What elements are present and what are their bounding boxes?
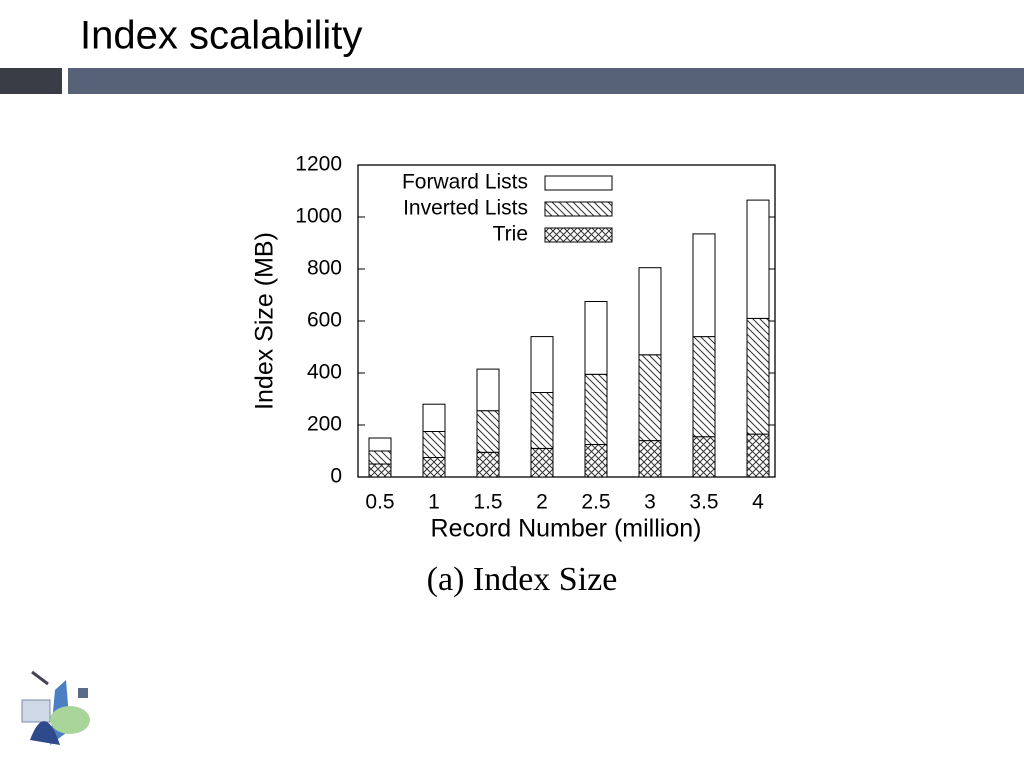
bar-segment bbox=[422, 457, 446, 478]
bar-segment bbox=[746, 317, 770, 435]
bar-segment bbox=[476, 451, 500, 478]
bar-segment bbox=[692, 336, 716, 438]
x-axis-label: Record Number (million) bbox=[431, 515, 702, 543]
bar-segment bbox=[368, 463, 392, 478]
y-tick-label: 0 bbox=[330, 465, 342, 488]
x-tick-label: 0.5 bbox=[365, 491, 394, 514]
legend-swatch bbox=[544, 227, 613, 243]
bar-segment bbox=[368, 437, 392, 452]
y-tick-label: 600 bbox=[307, 309, 342, 332]
bar-segment bbox=[692, 233, 716, 338]
y-tick-label: 1200 bbox=[295, 153, 342, 176]
legend-swatch bbox=[544, 175, 613, 191]
y-tick-label: 1000 bbox=[295, 205, 342, 228]
y-tick-label: 400 bbox=[307, 361, 342, 384]
y-tick-label: 200 bbox=[307, 413, 342, 436]
x-tick-label: 2 bbox=[536, 491, 548, 514]
bar-segment bbox=[368, 450, 392, 465]
bar-segment bbox=[476, 410, 500, 453]
legend-swatch bbox=[544, 201, 613, 217]
legend-label: Trie bbox=[493, 223, 528, 246]
legend-label: Forward Lists bbox=[402, 171, 528, 194]
header-bar bbox=[68, 68, 1024, 94]
bar-segment bbox=[584, 373, 608, 445]
logo bbox=[21, 670, 90, 745]
bar-segment bbox=[638, 354, 662, 442]
slide-title: Index scalability bbox=[80, 14, 362, 58]
x-tick-label: 3.5 bbox=[689, 491, 718, 514]
x-tick-label: 2.5 bbox=[581, 491, 610, 514]
x-tick-label: 1.5 bbox=[473, 491, 502, 514]
bar-segment bbox=[422, 403, 446, 433]
bar-segment bbox=[584, 301, 608, 375]
bar-segment bbox=[746, 199, 770, 319]
x-tick-label: 4 bbox=[752, 491, 764, 514]
bar-segment bbox=[530, 392, 554, 449]
bar-segment bbox=[746, 433, 770, 478]
bar-segment bbox=[476, 368, 500, 412]
bar-segment bbox=[530, 447, 554, 478]
bar-segment bbox=[638, 440, 662, 478]
caption: (a) Index Size bbox=[427, 561, 618, 598]
bar-segment bbox=[422, 431, 446, 458]
bar-segment bbox=[584, 444, 608, 478]
bar-segment bbox=[638, 267, 662, 356]
legend-label: Inverted Lists bbox=[403, 197, 528, 220]
x-tick-label: 3 bbox=[644, 491, 656, 514]
x-tick-label: 1 bbox=[428, 491, 440, 514]
y-tick-label: 800 bbox=[307, 257, 342, 280]
bar-segment bbox=[692, 436, 716, 478]
header-bar-dark bbox=[0, 68, 62, 94]
bar-segment bbox=[530, 336, 554, 394]
y-axis-label: Index Size (MB) bbox=[251, 232, 279, 410]
